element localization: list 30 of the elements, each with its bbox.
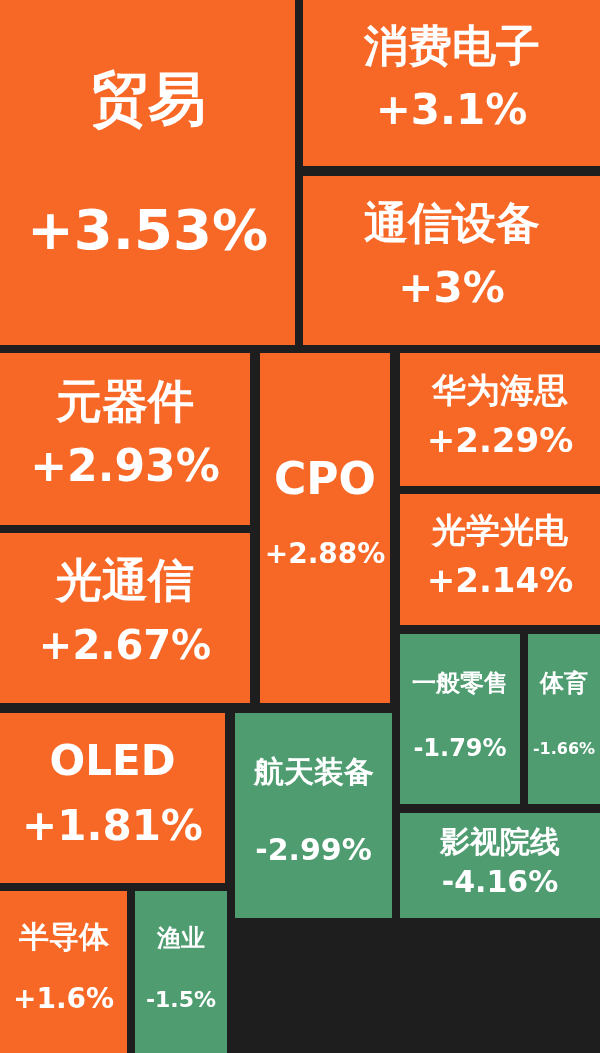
data-label: +2.93% — [30, 440, 220, 492]
data-label: -1.66% — [532, 738, 596, 758]
data-label: +3.1% — [375, 84, 528, 134]
category-label: 航天装备 — [252, 754, 374, 790]
category-label: 消费电子 — [362, 20, 540, 72]
data-label: +2.88% — [264, 537, 386, 571]
data-label: +2.29% — [426, 420, 574, 461]
category-label: 光学光电 — [430, 510, 569, 551]
category-label: 元器件 — [55, 373, 194, 428]
data-label: -2.99% — [255, 832, 372, 868]
category-label: 通信设备 — [363, 197, 540, 249]
data-label: +1.81% — [22, 800, 203, 850]
category-label: 华为海思 — [431, 369, 568, 410]
category-label: 半导体 — [17, 919, 110, 955]
data-label: +1.6% — [12, 982, 115, 1016]
data-label: +2.14% — [426, 559, 574, 600]
category-label: 影视院线 — [439, 824, 560, 860]
category-label: 体育 — [539, 669, 588, 698]
data-label: +3.53% — [26, 197, 269, 263]
data-label: -1.79% — [413, 733, 507, 762]
category-label: 贸易 — [89, 64, 206, 133]
category-label: 一般零售 — [412, 669, 508, 698]
data-label: -1.5% — [145, 986, 217, 1012]
category-label: OLED — [49, 735, 176, 785]
data-label: +2.67% — [38, 621, 212, 668]
data-label: +3% — [398, 262, 505, 312]
data-label: -4.16% — [441, 864, 559, 900]
category-label: 渔业 — [156, 923, 205, 952]
category-label: 光通信 — [54, 552, 194, 607]
category-label: CPO — [274, 452, 376, 504]
